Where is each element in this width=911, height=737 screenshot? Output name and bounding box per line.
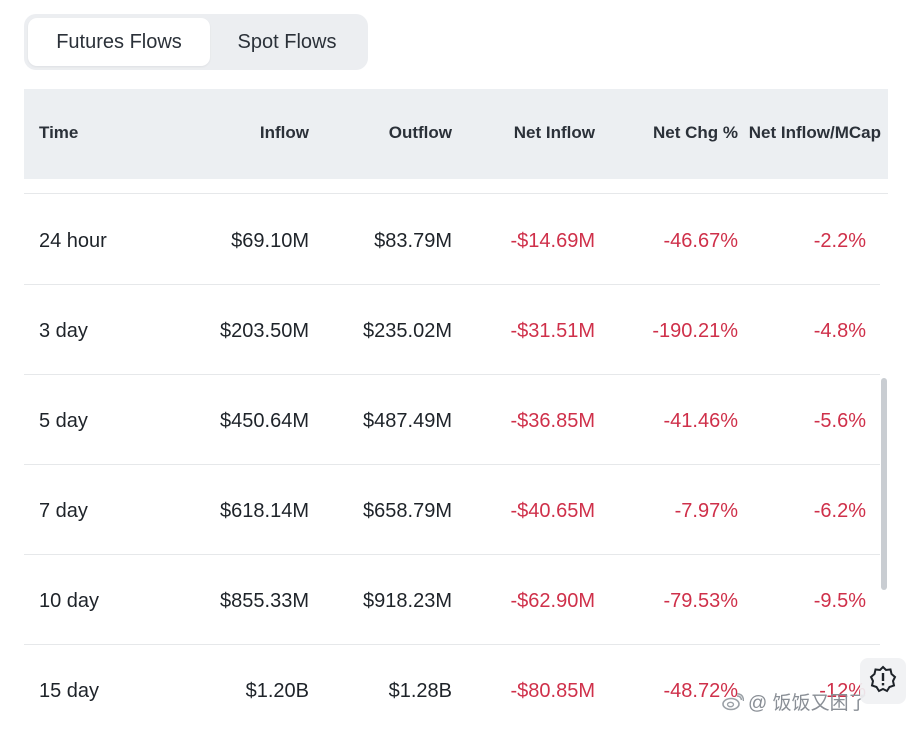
cell-net-chg: -190.21% xyxy=(652,320,738,342)
cell-net-inflow: -$14.69M xyxy=(510,230,596,252)
cell-inflow: $450.64M xyxy=(220,410,309,432)
cell-net-inflow: -$80.85M xyxy=(510,680,596,702)
cell-time: 3 day xyxy=(39,320,88,342)
cell-outflow: $487.49M xyxy=(363,410,452,432)
cell-net-chg: -48.72% xyxy=(663,680,739,702)
column-header-outflow: Outflow xyxy=(388,123,452,142)
table-header: Time Inflow Outflow Net Inflow Net Chg %… xyxy=(24,89,888,179)
cell-outflow: $918.23M xyxy=(363,590,452,612)
feedback-button[interactable] xyxy=(860,658,906,704)
cell-net-inflow-mcap: -5.6% xyxy=(813,410,866,432)
cell-inflow: $203.50M xyxy=(220,320,309,342)
cell-time: 24 hour xyxy=(39,230,107,252)
table-row: 7 day $618.14M $658.79M -$40.65M -7.97% … xyxy=(24,465,880,555)
table-row: 15 day $1.20B $1.28B -$80.85M -48.72% -1… xyxy=(24,645,880,735)
cell-inflow: $69.10M xyxy=(231,230,309,252)
flow-type-tabs: Futures Flows Spot Flows xyxy=(24,14,368,70)
watermark: @ 饭饭又困了 xyxy=(722,688,868,715)
cell-net-inflow-mcap: -4.8% xyxy=(813,320,866,342)
cell-time: 10 day xyxy=(39,590,100,612)
cell-net-chg: -46.67% xyxy=(663,230,739,252)
cell-inflow: $855.33M xyxy=(220,590,309,612)
table-row: 3 day $203.50M $235.02M -$31.51M -190.21… xyxy=(24,285,880,375)
cell-time: 5 day xyxy=(39,410,88,432)
cell-net-inflow: -$40.65M xyxy=(510,500,596,522)
table-divider xyxy=(24,193,888,194)
column-header-net-inflow-mcap: Net Inflow/MCap xyxy=(748,123,881,142)
cell-net-inflow-mcap: -9.5% xyxy=(813,590,866,612)
cell-time: 15 day xyxy=(39,680,100,702)
watermark-text: @ 饭饭又困了 xyxy=(748,693,868,714)
table-row: 5 day $450.64M $487.49M -$36.85M -41.46%… xyxy=(24,375,880,465)
column-header-net-inflow: Net Inflow xyxy=(513,123,595,142)
cell-net-chg: -79.53% xyxy=(663,590,739,612)
table-row: 10 day $855.33M $918.23M -$62.90M -79.53… xyxy=(24,555,880,645)
column-header-inflow: Inflow xyxy=(259,123,309,142)
cell-net-inflow: -$62.90M xyxy=(510,590,596,612)
cell-net-inflow-mcap: -12% xyxy=(819,680,866,702)
tab-futures-flows[interactable]: Futures Flows xyxy=(28,18,210,66)
cell-net-inflow-mcap: -6.2% xyxy=(813,500,866,522)
cell-net-inflow: -$31.51M xyxy=(510,320,596,342)
cell-outflow: $83.79M xyxy=(374,230,452,252)
feedback-alert-icon xyxy=(869,665,897,698)
weibo-logo-icon xyxy=(722,692,745,711)
cell-net-inflow: -$36.85M xyxy=(510,410,596,432)
cell-net-chg: -7.97% xyxy=(674,500,738,522)
cell-inflow: $618.14M xyxy=(220,500,309,522)
vertical-scrollbar[interactable] xyxy=(881,378,887,590)
cell-outflow: $235.02M xyxy=(363,320,452,342)
column-header-time: Time xyxy=(39,123,79,142)
cell-time: 7 day xyxy=(39,500,88,522)
cell-outflow: $1.28B xyxy=(388,680,452,702)
column-header-net-chg: Net Chg % xyxy=(653,123,738,142)
table-row: 24 hour $69.10M $83.79M -$14.69M -46.67%… xyxy=(24,195,880,285)
cell-outflow: $658.79M xyxy=(363,500,452,522)
cell-net-chg: -41.46% xyxy=(663,410,739,432)
cell-net-inflow-mcap: -2.2% xyxy=(813,230,866,252)
cell-inflow: $1.20B xyxy=(245,680,309,702)
tab-spot-flows[interactable]: Spot Flows xyxy=(237,30,337,53)
